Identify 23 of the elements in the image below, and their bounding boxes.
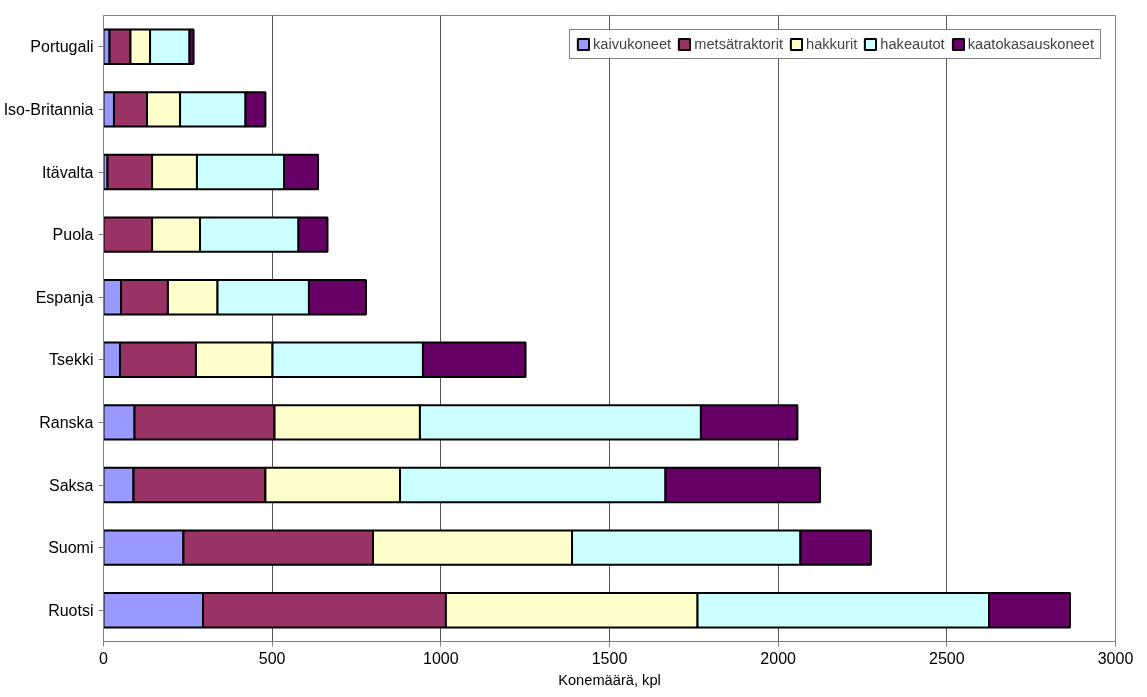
x-tick-label: 2500 [929, 649, 965, 667]
y-tick-label: Ruotsi [48, 601, 94, 619]
x-tick-label: 0 [99, 649, 109, 667]
legend-label: kaatokasauskoneet [967, 36, 1094, 52]
x-tick-label: 2000 [760, 649, 797, 667]
y-tick-label: Ranska [39, 413, 94, 431]
y-tick-label: Iso-Britannia [3, 100, 94, 118]
legend-label: hakkurit [805, 36, 858, 52]
legend-label: kaivukoneet [592, 36, 672, 52]
x-axis-title: Konemäärä, kpl [558, 671, 661, 688]
x-tick-label: 3000 [1097, 649, 1134, 667]
y-tick-label: Portugali [30, 38, 94, 56]
y-tick-label: Espanja [35, 288, 94, 306]
y-tick-label: Saksa [49, 476, 94, 494]
x-tick-label: 500 [258, 649, 286, 667]
x-tick-label: 1000 [423, 649, 459, 667]
y-tick-label: Suomi [48, 539, 94, 557]
legend-label: metsätraktorit [694, 36, 783, 52]
legend-label: hakeautot [880, 36, 945, 52]
x-tick-label: 1500 [591, 649, 628, 667]
y-tick-label: Tsekki [49, 351, 94, 369]
y-tick-label: Itävalta [41, 163, 94, 181]
y-tick-label: Puola [52, 226, 94, 244]
